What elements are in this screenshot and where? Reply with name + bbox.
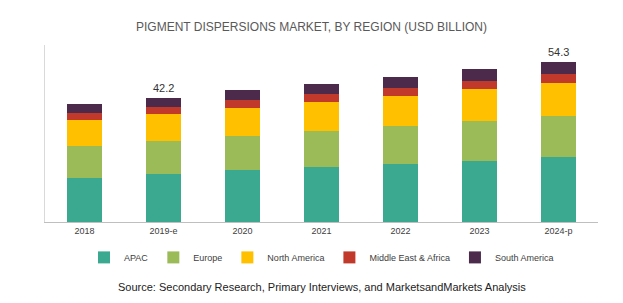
svg-text:Middle East & Africa: Middle East & Africa [369,253,450,263]
svg-text:2021: 2021 [311,226,331,236]
svg-text:2019-e: 2019-e [149,226,177,236]
svg-text:2024-p: 2024-p [544,226,572,236]
svg-text:42.2: 42.2 [153,82,174,94]
svg-text:Europe: Europe [193,253,222,263]
svg-text:2018: 2018 [74,226,94,236]
svg-text:Source: Secondary Research, Pr: Source: Secondary Research, Primary Inte… [118,281,526,293]
svg-text:54.3: 54.3 [548,46,569,58]
svg-text:South America: South America [495,253,554,263]
svg-text:2022: 2022 [390,226,410,236]
svg-text:APAC: APAC [124,253,148,263]
svg-text:PIGMENT DISPERSIONS MARKET, BY: PIGMENT DISPERSIONS MARKET, BY REGION (U… [136,20,487,34]
svg-text:2020: 2020 [232,226,252,236]
svg-text:North America: North America [267,253,324,263]
svg-text:2023: 2023 [469,226,489,236]
